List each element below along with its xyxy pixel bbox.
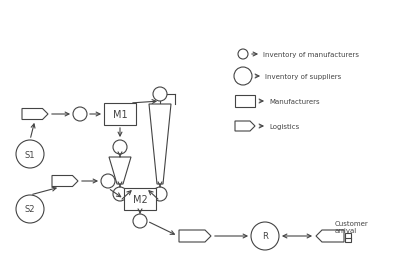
Polygon shape	[52, 176, 78, 187]
Circle shape	[73, 108, 87, 121]
Polygon shape	[179, 230, 211, 242]
Polygon shape	[22, 109, 48, 120]
Circle shape	[16, 195, 44, 223]
Text: Manufacturers: Manufacturers	[269, 99, 320, 105]
Text: S2: S2	[25, 205, 35, 214]
Bar	[124, 188, 156, 210]
Text: Customer
arrival: Customer arrival	[335, 220, 369, 233]
Text: Inventory of suppliers: Inventory of suppliers	[265, 74, 341, 80]
Text: R: R	[262, 232, 268, 241]
Bar	[345, 238, 351, 242]
Circle shape	[113, 187, 127, 201]
Circle shape	[113, 140, 127, 154]
Text: S1: S1	[25, 150, 35, 159]
Circle shape	[101, 174, 115, 188]
Text: Logistics: Logistics	[269, 123, 299, 130]
Polygon shape	[235, 121, 255, 132]
Circle shape	[133, 214, 147, 228]
Polygon shape	[316, 230, 344, 242]
Text: M1: M1	[113, 109, 127, 120]
Bar	[104, 104, 136, 125]
Circle shape	[153, 187, 167, 201]
Circle shape	[234, 68, 252, 86]
Circle shape	[153, 88, 167, 102]
Circle shape	[16, 140, 44, 168]
Bar	[345, 233, 351, 239]
Polygon shape	[149, 105, 171, 184]
Bar	[235, 96, 255, 108]
Text: Inventory of manufacturers: Inventory of manufacturers	[263, 52, 359, 58]
Circle shape	[238, 50, 248, 60]
Circle shape	[251, 222, 279, 250]
Polygon shape	[109, 157, 131, 184]
Text: M2: M2	[133, 194, 148, 204]
